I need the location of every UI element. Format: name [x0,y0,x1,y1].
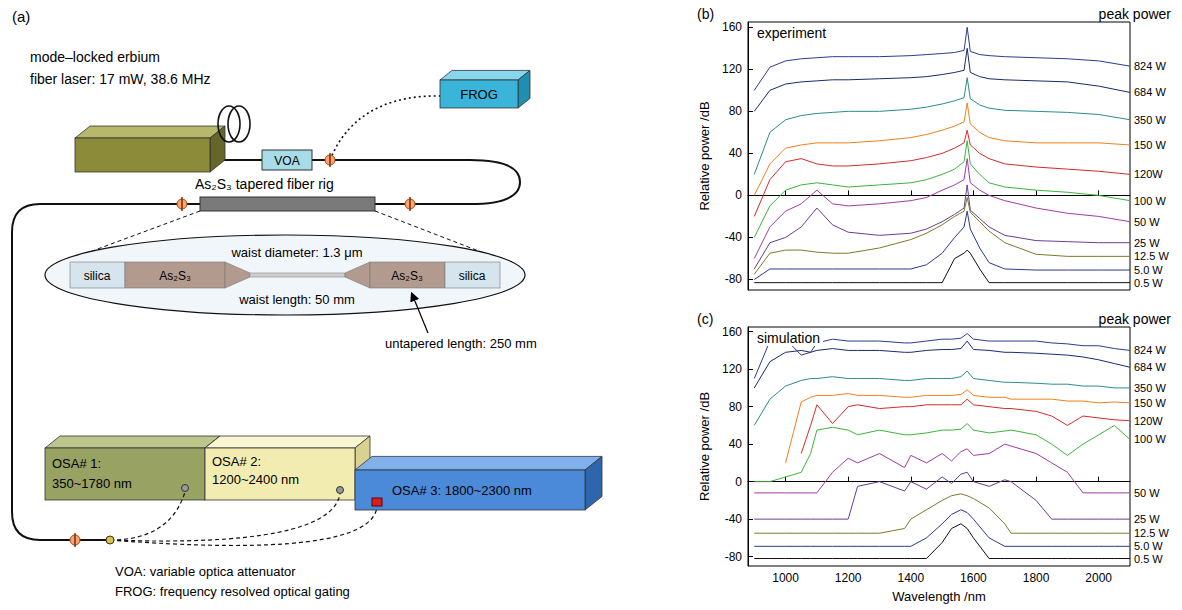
svg-text:silica: silica [459,269,486,283]
svg-text:80: 80 [729,400,743,414]
svg-text:peak power: peak power [1099,6,1172,22]
svg-text:12.5 W: 12.5 W [1134,527,1169,539]
svg-text:(a): (a) [12,8,30,25]
svg-text:OSA# 3: 1800~2300 nm: OSA# 3: 1800~2300 nm [392,483,532,498]
svg-text:5.0 W: 5.0 W [1134,540,1163,552]
svg-text:-40: -40 [725,512,743,526]
svg-text:peak power: peak power [1099,311,1172,327]
svg-text:untapered length: 250 mm: untapered length: 250 mm [385,336,537,351]
svg-text:0: 0 [735,188,742,202]
svg-text:OSA# 1:: OSA# 1: [52,456,101,471]
svg-text:50 W: 50 W [1134,216,1160,228]
svg-text:150 W: 150 W [1134,139,1166,151]
svg-text:1200: 1200 [835,571,862,585]
svg-text:684 W: 684 W [1134,86,1166,98]
svg-text:350 W: 350 W [1134,382,1166,394]
svg-text:experiment: experiment [757,25,826,41]
svg-text:150 W: 150 W [1134,397,1166,409]
svg-text:40: 40 [729,437,743,451]
svg-text:160: 160 [722,20,742,34]
svg-text:1800: 1800 [1023,571,1050,585]
svg-text:As₂S₃: As₂S₃ [159,269,191,283]
svg-text:Relative power /dB: Relative power /dB [697,101,712,210]
svg-text:Wavelength /nm: Wavelength /nm [892,589,985,604]
svg-text:1400: 1400 [897,571,924,585]
svg-text:(c): (c) [697,311,713,327]
svg-text:824 W: 824 W [1134,60,1166,72]
svg-text:VOA: variable optica attenuato: VOA: variable optica attenuator [115,564,296,579]
svg-text:684 W: 684 W [1134,361,1166,373]
svg-text:VOA: VOA [274,154,299,168]
svg-text:25 W: 25 W [1134,237,1160,249]
svg-text:-80: -80 [725,550,743,564]
svg-text:As₂S₃ tapered fiber rig: As₂S₃ tapered fiber rig [195,176,334,192]
svg-text:12.5 W: 12.5 W [1134,250,1169,262]
svg-text:1600: 1600 [960,571,987,585]
svg-text:1000: 1000 [772,571,799,585]
svg-text:0.5 W: 0.5 W [1134,553,1163,565]
svg-text:(b): (b) [697,6,714,22]
svg-text:FROG: frequency resolved optic: FROG: frequency resolved optical gating [115,584,350,599]
svg-text:350 W: 350 W [1134,114,1166,126]
svg-text:120: 120 [722,362,742,376]
svg-text:0.5 W: 0.5 W [1134,277,1163,289]
svg-text:0: 0 [735,475,742,489]
svg-text:5.0 W: 5.0 W [1134,264,1163,276]
svg-text:40: 40 [729,146,743,160]
svg-text:100 W: 100 W [1134,195,1166,207]
svg-text:Relative power /dB: Relative power /dB [697,392,712,501]
svg-text:25 W: 25 W [1134,513,1160,525]
svg-text:80: 80 [729,104,743,118]
svg-text:350~1780 nm: 350~1780 nm [52,476,132,491]
svg-text:120W: 120W [1134,168,1163,180]
svg-text:2000: 2000 [1085,571,1112,585]
svg-text:waist length: 50 mm: waist length: 50 mm [238,292,355,307]
svg-text:mode–locked erbium: mode–locked erbium [30,49,160,65]
svg-text:FROG: FROG [460,87,498,102]
svg-text:160: 160 [722,325,742,339]
svg-text:OSA# 2:: OSA# 2: [212,454,261,469]
svg-text:824 W: 824 W [1134,344,1166,356]
svg-text:As₂S₃: As₂S₃ [391,269,423,283]
svg-text:simulation: simulation [757,330,820,346]
svg-text:silica: silica [84,269,111,283]
svg-text:120W: 120W [1134,415,1163,427]
svg-text:waist diameter: 1.3 μm: waist diameter: 1.3 μm [230,245,362,260]
svg-text:120: 120 [722,62,742,76]
svg-text:50 W: 50 W [1134,487,1160,499]
svg-text:-40: -40 [725,230,743,244]
svg-text:fiber laser: 17 mW, 38.6 MHz: fiber laser: 17 mW, 38.6 MHz [30,71,211,87]
svg-text:1200~2400 nm: 1200~2400 nm [212,472,299,487]
svg-text:100 W: 100 W [1134,433,1166,445]
svg-text:-80: -80 [725,272,743,286]
